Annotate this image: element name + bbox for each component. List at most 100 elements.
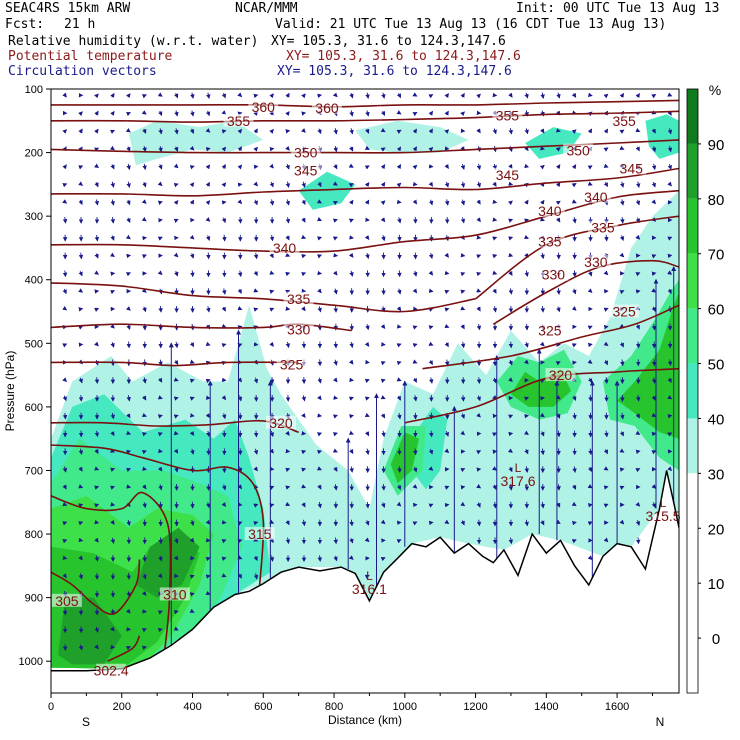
vector-587 — [381, 92, 386, 99]
vector-813 — [508, 466, 513, 473]
vector-899 — [571, 199, 577, 204]
vector-675 — [428, 270, 434, 276]
vector-757 — [476, 395, 481, 402]
theta-label-bg-25 — [159, 587, 190, 601]
vector-879 — [556, 288, 561, 295]
vector-274 — [190, 448, 195, 455]
vector-867 — [540, 520, 545, 526]
x-tick-label-5: 1000 — [393, 701, 417, 713]
y-tick-label-5: 600 — [25, 402, 43, 414]
vector-1018 — [635, 468, 641, 473]
vector-48 — [78, 377, 83, 384]
vector-52 — [78, 448, 84, 455]
vector-198 — [157, 200, 163, 205]
vector-5 — [62, 183, 68, 188]
rh-region-6 — [135, 527, 200, 598]
vector-285 — [205, 110, 211, 117]
vector-588 — [380, 110, 386, 117]
vector-262 — [189, 234, 195, 240]
vector-278 — [190, 519, 195, 527]
vector-472 — [301, 467, 307, 472]
vector-160 — [141, 94, 147, 99]
vector-775 — [492, 254, 498, 259]
colorbar-label-4: 50 — [708, 357, 725, 374]
vector-116 — [110, 448, 116, 453]
vector-621 — [397, 217, 402, 224]
vector-883 — [555, 361, 561, 366]
vector-117 — [110, 467, 116, 472]
vector-636 — [397, 484, 402, 491]
vector-228 — [173, 182, 179, 188]
vector-255 — [190, 110, 195, 117]
vector-135 — [126, 217, 131, 224]
vector-643 — [412, 146, 417, 152]
vector-1046 — [651, 502, 657, 509]
vector-219 — [157, 573, 163, 579]
vector-83 — [94, 430, 100, 438]
vector-824 — [524, 199, 529, 205]
vector-918 — [571, 539, 577, 544]
vector-38 — [78, 199, 83, 206]
vector-243 — [173, 448, 179, 454]
vector-720 — [460, 181, 466, 188]
vector-825 — [524, 218, 530, 223]
vector-549 — [348, 396, 354, 401]
vector-1025 — [651, 128, 656, 134]
vector-498 — [317, 449, 323, 455]
vector-903 — [572, 270, 577, 278]
vector-88 — [94, 519, 100, 525]
vector-525 — [332, 448, 338, 453]
vector-671 — [428, 199, 434, 206]
vector-602 — [380, 361, 386, 366]
vector-353 — [237, 306, 243, 311]
vector-392 — [253, 503, 259, 508]
vector-64 — [94, 93, 99, 99]
vector-1055 — [667, 236, 673, 241]
vector-26 — [62, 555, 68, 560]
vector-966 — [603, 449, 608, 455]
vector-279 — [189, 537, 195, 543]
vector-468 — [301, 395, 306, 402]
vector-850 — [539, 217, 545, 222]
vector-133 — [126, 181, 131, 188]
vector-1000 — [635, 146, 640, 152]
vector-742 — [476, 128, 481, 134]
vector-65 — [94, 110, 99, 116]
vector-1016 — [635, 430, 641, 435]
vector-483 — [317, 182, 322, 188]
vector-473 — [301, 484, 307, 489]
vector-286 — [205, 128, 211, 133]
vector-169 — [141, 254, 147, 259]
vector-452 — [301, 111, 307, 116]
vector-202 — [157, 270, 163, 276]
vector-43 — [78, 288, 84, 293]
terrain-fill — [51, 470, 679, 693]
vector-115 — [110, 431, 115, 437]
vector-172 — [142, 306, 147, 313]
theta-label-bg-10 — [269, 240, 300, 254]
model-name: SEAC4RS 15km ARW — [5, 1, 131, 16]
vector-510 — [332, 181, 338, 186]
vector-662 — [412, 484, 418, 489]
vector-1063 — [667, 377, 672, 384]
vector-838 — [524, 449, 529, 455]
vector-542 — [349, 270, 354, 277]
vector-594 — [380, 217, 386, 223]
vector-661 — [412, 466, 418, 473]
vector-1047 — [667, 92, 673, 97]
vector-478 — [317, 93, 323, 98]
vector-941 — [587, 484, 593, 489]
vector-344 — [237, 146, 242, 152]
extremum-marker-2: L — [660, 496, 667, 510]
vector-363 — [237, 484, 243, 490]
vector-118 — [110, 485, 116, 490]
vector-725 — [460, 272, 466, 277]
vector-655 — [412, 359, 418, 364]
vector-738 — [460, 501, 466, 507]
vector-138 — [125, 272, 132, 277]
field-rh-xy: XY= 105.3, 31.6 to 124.3,147.6 — [271, 34, 506, 49]
vector-41 — [78, 252, 84, 260]
vector-400 — [269, 146, 275, 152]
vector-302 — [205, 413, 211, 419]
vector-10 — [62, 270, 68, 278]
